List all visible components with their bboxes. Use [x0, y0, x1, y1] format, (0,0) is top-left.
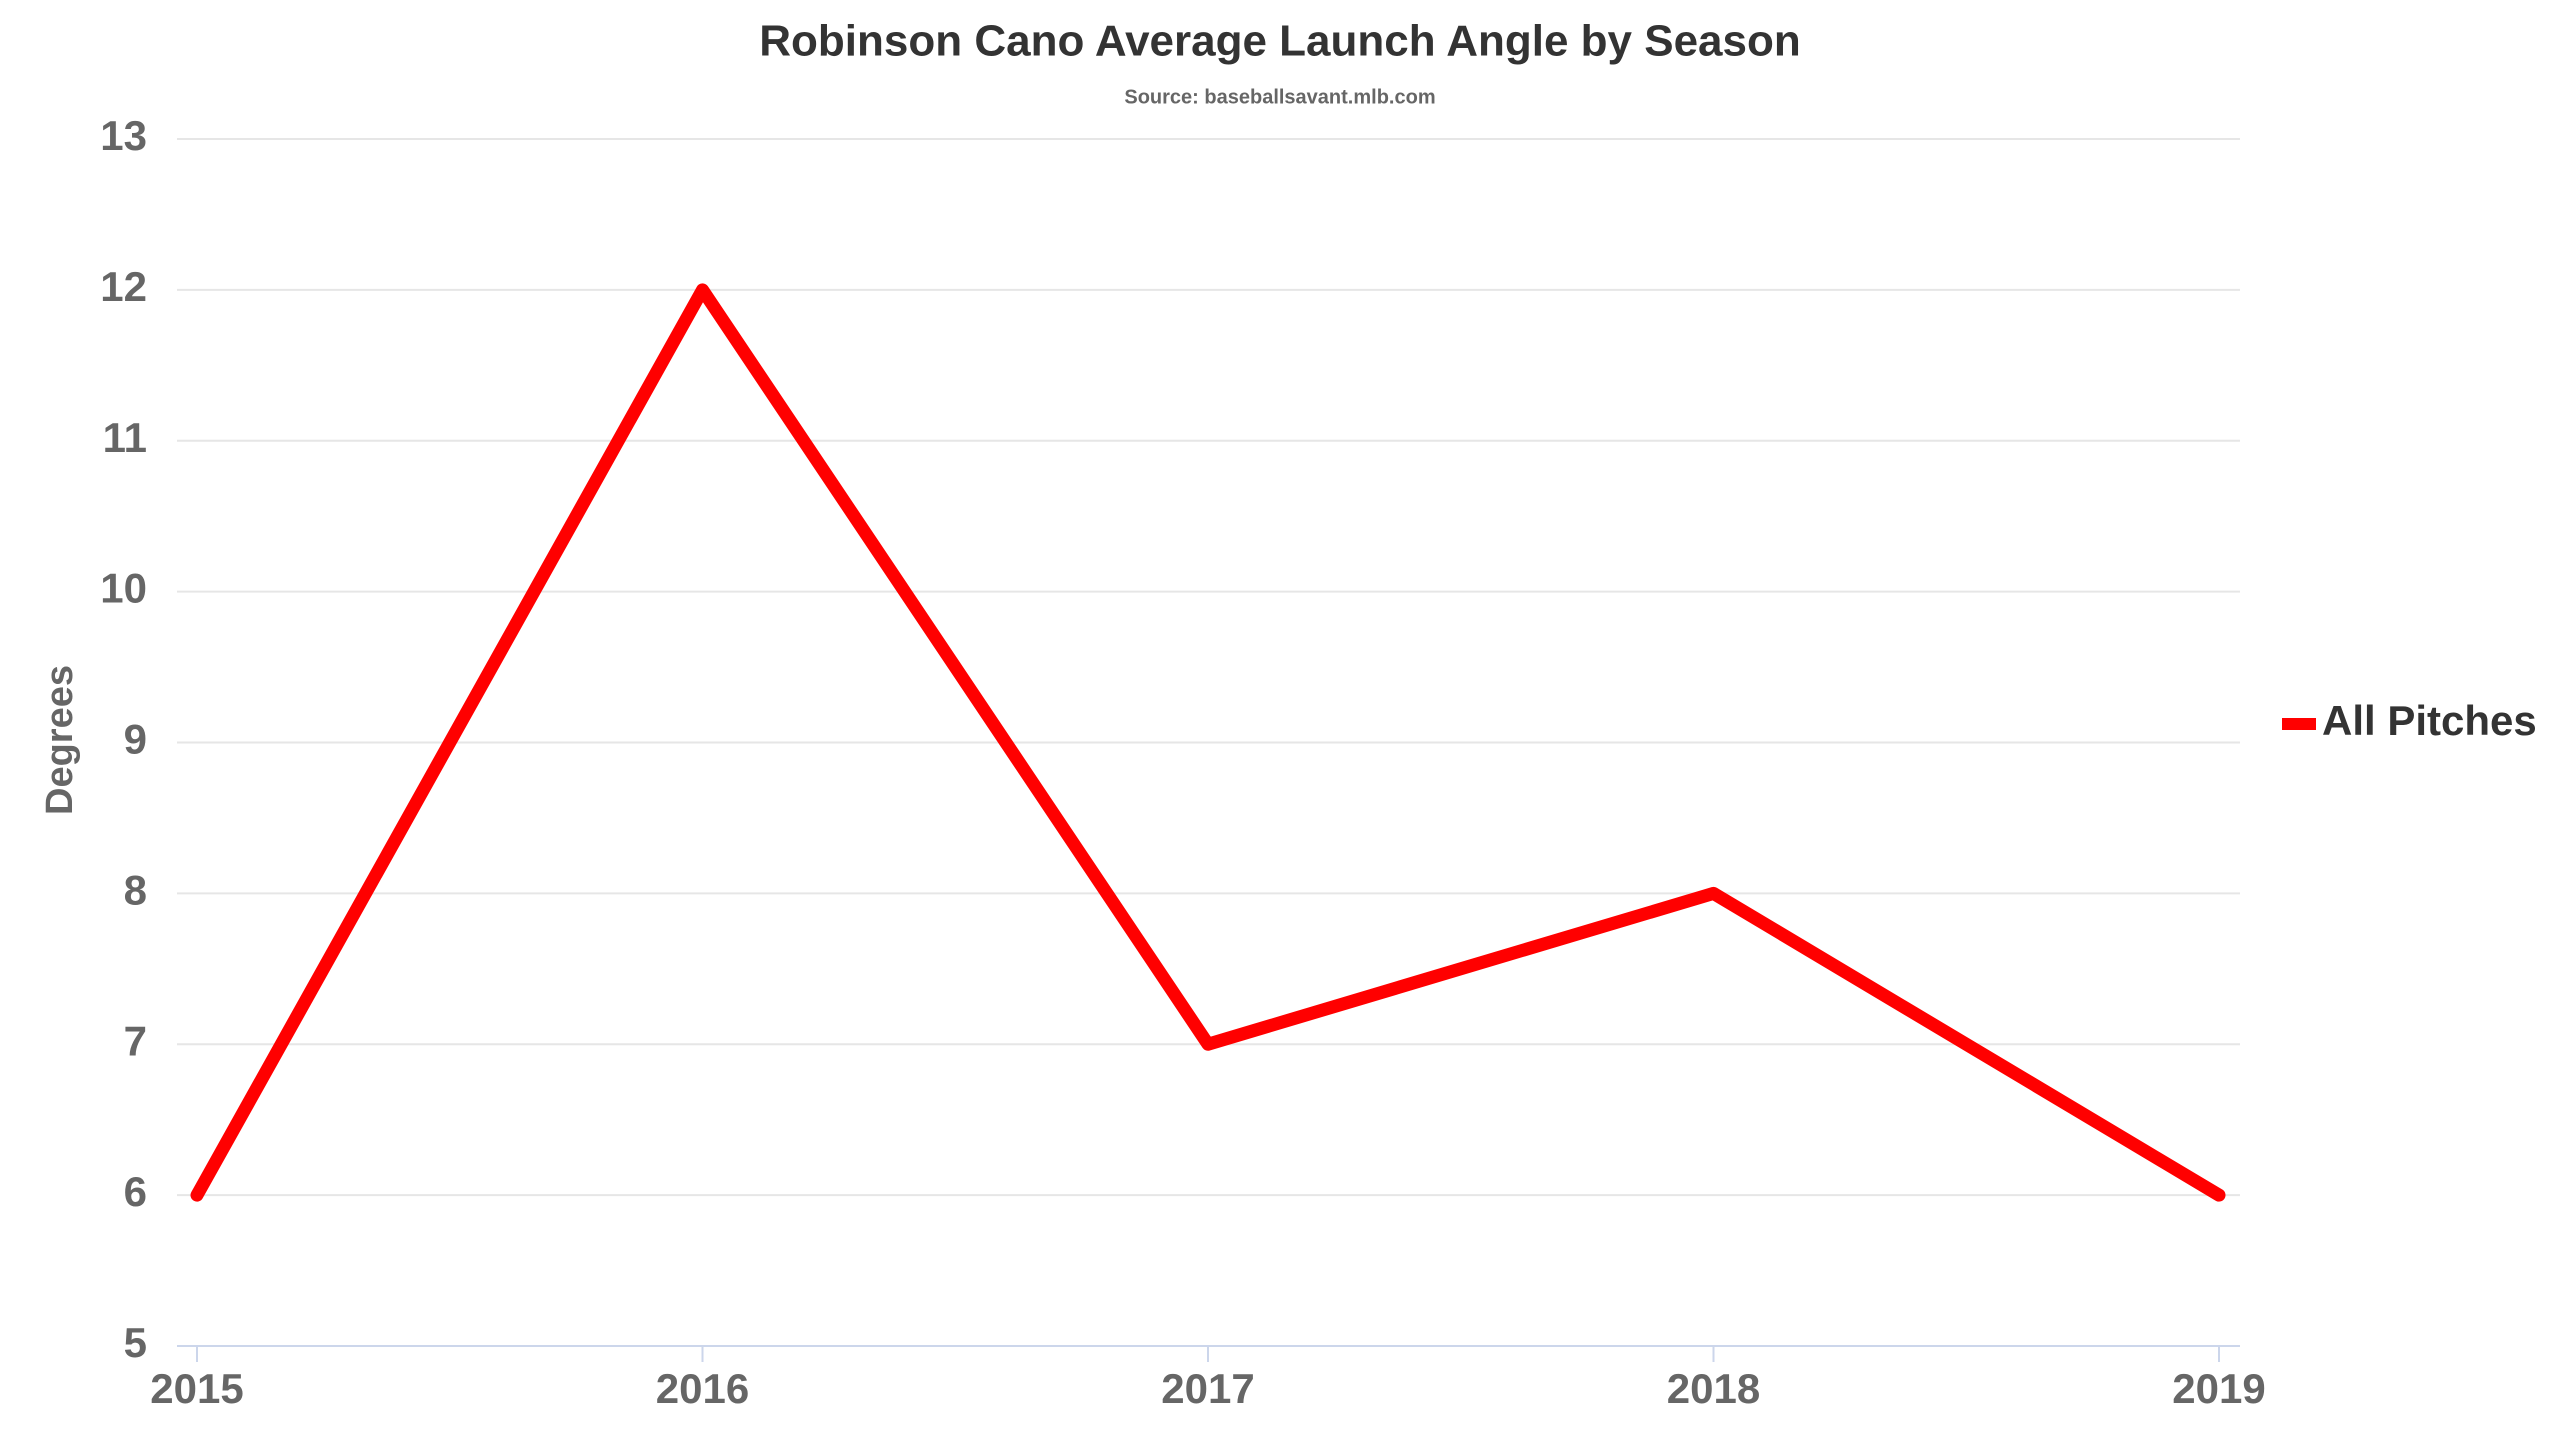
x-tick-label: 2018 [1667, 1365, 1760, 1412]
line-series [190, 283, 2226, 1202]
x-tick-label: 2017 [1161, 1365, 1254, 1412]
x-tick-label: 2016 [656, 1365, 749, 1412]
chart-title: Robinson Cano Average Launch Angle by Se… [759, 17, 1801, 66]
y-tick-label: 5 [124, 1319, 147, 1366]
y-tick-label: 7 [124, 1017, 147, 1064]
y-tick-label: 9 [124, 716, 147, 763]
x-tick-label: 2015 [150, 1365, 243, 1412]
y-tick-label: 8 [124, 866, 147, 913]
y-axis-label: Degrees [39, 665, 81, 815]
chart-subtitle: Source: baseballsavant.mlb.com [1124, 86, 1435, 108]
y-tick-label: 13 [100, 112, 147, 159]
y-tick-label: 11 [103, 414, 147, 461]
legend-label: All Pitches [2322, 697, 2537, 744]
x-tick-label: 2019 [2172, 1365, 2265, 1412]
y-tick-label: 12 [100, 263, 147, 310]
y-tick-label: 6 [124, 1168, 147, 1215]
legend-swatch [2282, 718, 2316, 730]
y-tick-label: 10 [100, 565, 147, 612]
